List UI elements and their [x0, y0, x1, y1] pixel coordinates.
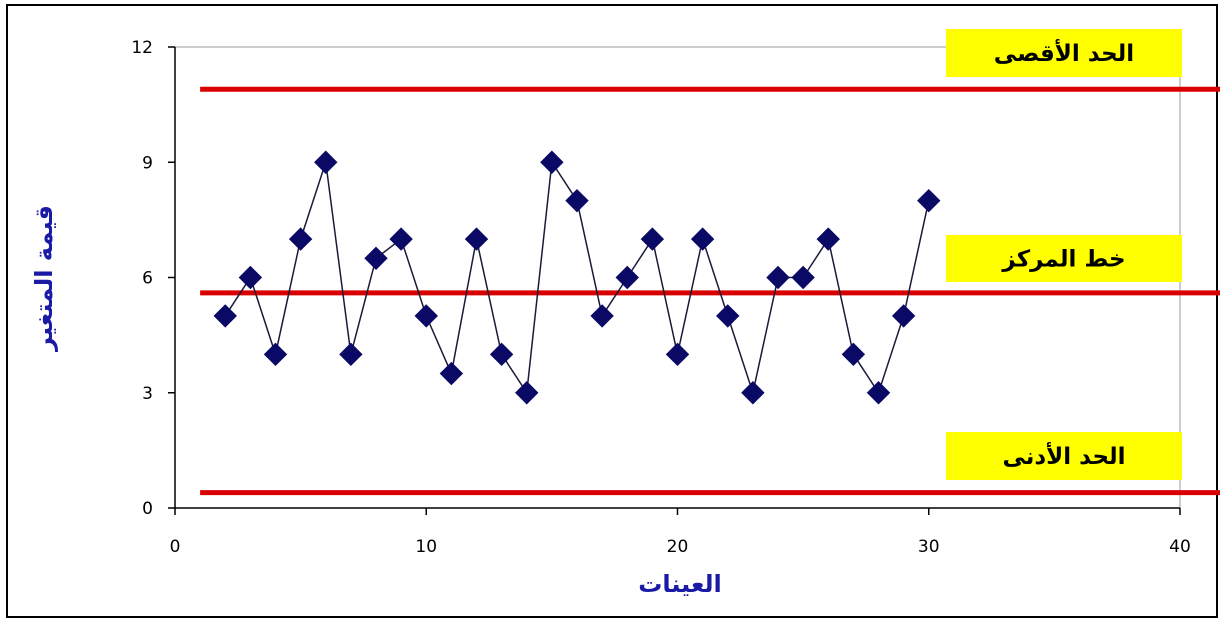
y-tick-label: 9	[142, 153, 153, 173]
data-point	[791, 265, 815, 290]
data-point	[288, 227, 313, 251]
x-tick-label: 20	[667, 537, 689, 557]
data-point	[690, 227, 715, 251]
data-point	[238, 265, 263, 290]
control-label-box	[946, 432, 1182, 480]
x-tick-label: 30	[918, 537, 940, 557]
control-label-text: الحد الأقصى	[994, 38, 1134, 67]
data-point	[489, 342, 514, 367]
control-label-box	[946, 235, 1182, 282]
data-point	[665, 342, 690, 367]
control-label-text: الحد الأدنى	[1002, 441, 1125, 470]
data-point	[314, 150, 338, 174]
data-point	[741, 381, 765, 405]
y-tick-label: 12	[131, 38, 153, 58]
data-point	[540, 150, 564, 174]
y-tick-label: 3	[142, 384, 153, 404]
data-point	[891, 304, 916, 328]
y-axis-title: قيمة المتغير	[30, 205, 58, 352]
data-point	[841, 342, 866, 367]
control-label-box	[946, 29, 1182, 77]
data-point	[263, 342, 288, 367]
data-point	[414, 304, 438, 328]
data-point	[339, 342, 363, 367]
data-point	[816, 227, 840, 251]
x-tick-label: 10	[415, 537, 437, 557]
x-axis-title: العينات	[638, 570, 722, 598]
y-tick-label: 6	[142, 269, 153, 289]
data-point	[565, 188, 589, 213]
y-tick-label: 0	[142, 499, 153, 519]
data-point	[615, 265, 639, 290]
axes-layer: 0 3 6 9 12 0 10 20 30 40	[131, 38, 1190, 557]
data-series	[213, 150, 941, 405]
control-limit-lines	[200, 86, 1220, 496]
control-label-text: خط المركز	[1001, 247, 1125, 273]
data-point	[439, 361, 464, 386]
data-point	[640, 227, 665, 251]
data-point	[917, 188, 941, 213]
data-point	[364, 246, 388, 270]
data-point	[389, 227, 413, 251]
data-point	[766, 265, 790, 290]
data-point	[716, 304, 740, 328]
x-tick-label: 40	[1169, 537, 1191, 557]
data-point	[866, 381, 891, 405]
data-point	[464, 227, 489, 251]
data-point	[515, 381, 539, 405]
x-tick-label: 0	[170, 537, 181, 557]
data-point	[590, 304, 614, 328]
control-limit-labels: الحد الأقصى خط المركز الحد الأدنى	[946, 29, 1182, 480]
data-point	[213, 304, 237, 328]
